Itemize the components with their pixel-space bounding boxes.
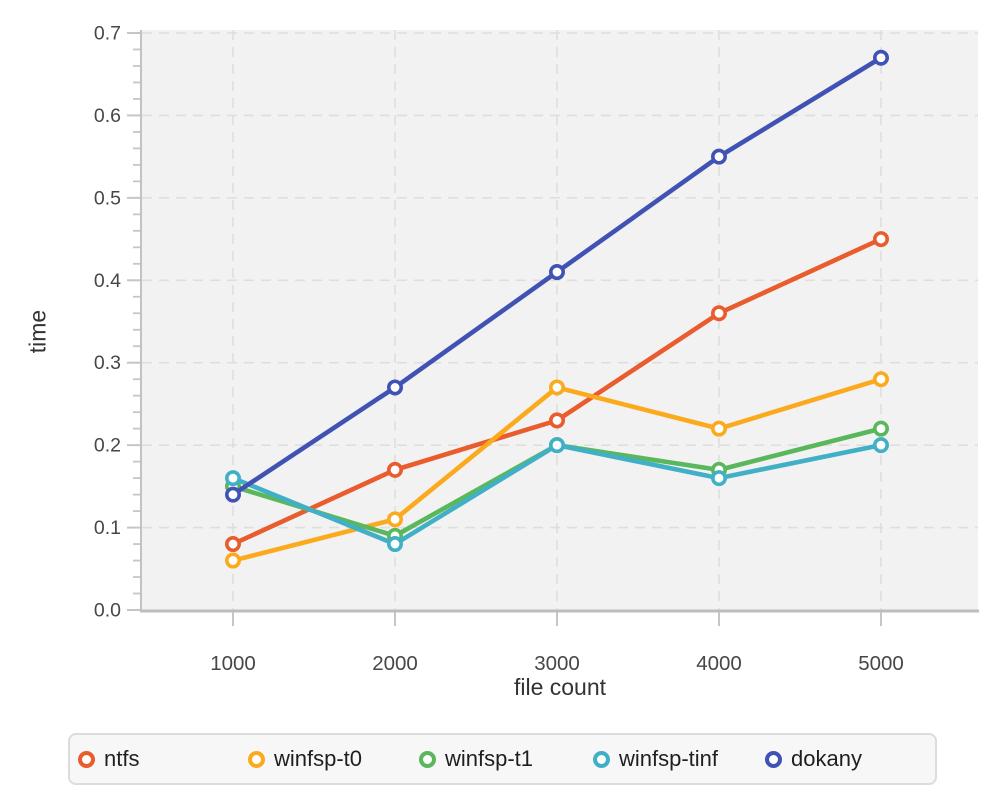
legend: ntfs winfsp-t0 winfsp-t1 winfsp-tinf dokany — [68, 733, 937, 785]
x-tick-label: 3000 — [534, 652, 580, 675]
legend-label: dokany — [791, 746, 862, 771]
plot-area: 0.0 0.1 0.2 0.3 0.4 0.5 0.6 0.7 1000 2000 3000 4000… — [94, 23, 979, 675]
legend-marker-winfsp-tinf — [593, 750, 610, 768]
legend-marker-ntfs — [78, 750, 95, 768]
y-tick-label: 0.5 — [94, 187, 121, 209]
legend-label: ntfs — [104, 746, 140, 771]
x-tick-label: 5000 — [858, 652, 904, 675]
series-point-winfsp-tinf — [225, 470, 242, 487]
series-point-winfsp-tinf — [710, 470, 727, 487]
legend-label: winfsp-t0 — [274, 746, 363, 771]
series-point-winfsp-tinf — [872, 437, 889, 454]
series-point-winfsp-tinf — [548, 437, 565, 454]
legend-marker-winfsp-t0 — [248, 750, 265, 768]
y-axis-title: time — [24, 309, 51, 354]
series-point-dokany — [548, 264, 565, 281]
legend-marker-winfsp-t1 — [419, 750, 436, 768]
series-point-winfsp-tinf — [386, 536, 403, 553]
plot-background — [142, 30, 978, 611]
x-axis-title: file count — [513, 674, 607, 700]
series-point-dokany — [710, 148, 727, 165]
series-point-dokany — [225, 486, 242, 503]
legend-item-winfsp-t0: winfsp-t0 — [248, 735, 362, 783]
y-tick-label: 0.2 — [94, 435, 121, 457]
y-tick-label: 0.7 — [94, 23, 121, 45]
y-tick-label: 0.6 — [94, 105, 121, 127]
series-point-winfsp-t1 — [872, 420, 889, 437]
series-point-ntfs — [872, 231, 889, 248]
legend-item-winfsp-tinf: winfsp-tinf — [593, 735, 718, 783]
series-point-ntfs — [386, 461, 403, 478]
legend-item-dokany: dokany — [765, 735, 862, 783]
y-tick-label: 0.4 — [94, 270, 121, 292]
legend-label: winfsp-tinf — [619, 746, 719, 771]
series-point-dokany — [872, 49, 889, 66]
series-point-winfsp-t0 — [225, 552, 242, 569]
series-point-winfsp-t0 — [872, 371, 889, 388]
series-point-dokany — [386, 379, 403, 396]
y-tick-label: 0.3 — [94, 352, 121, 374]
series-point-ntfs — [225, 536, 242, 553]
legend-item-winfsp-t1: winfsp-t1 — [419, 735, 533, 783]
y-tick-label: 0.1 — [94, 517, 121, 539]
series-point-ntfs — [548, 412, 565, 429]
legend-marker-dokany — [765, 750, 782, 768]
x-tick-label: 1000 — [210, 652, 256, 675]
series-point-winfsp-t0 — [548, 379, 565, 396]
legend-label: winfsp-t1 — [445, 746, 534, 771]
x-tick-label: 4000 — [696, 652, 742, 675]
series-point-winfsp-t0 — [710, 420, 727, 437]
y-tick-label: 0.0 — [94, 600, 121, 622]
legend-item-ntfs: ntfs — [78, 735, 139, 783]
x-tick-label: 2000 — [372, 652, 418, 675]
series-point-winfsp-t0 — [386, 511, 403, 528]
series-point-ntfs — [710, 305, 727, 322]
